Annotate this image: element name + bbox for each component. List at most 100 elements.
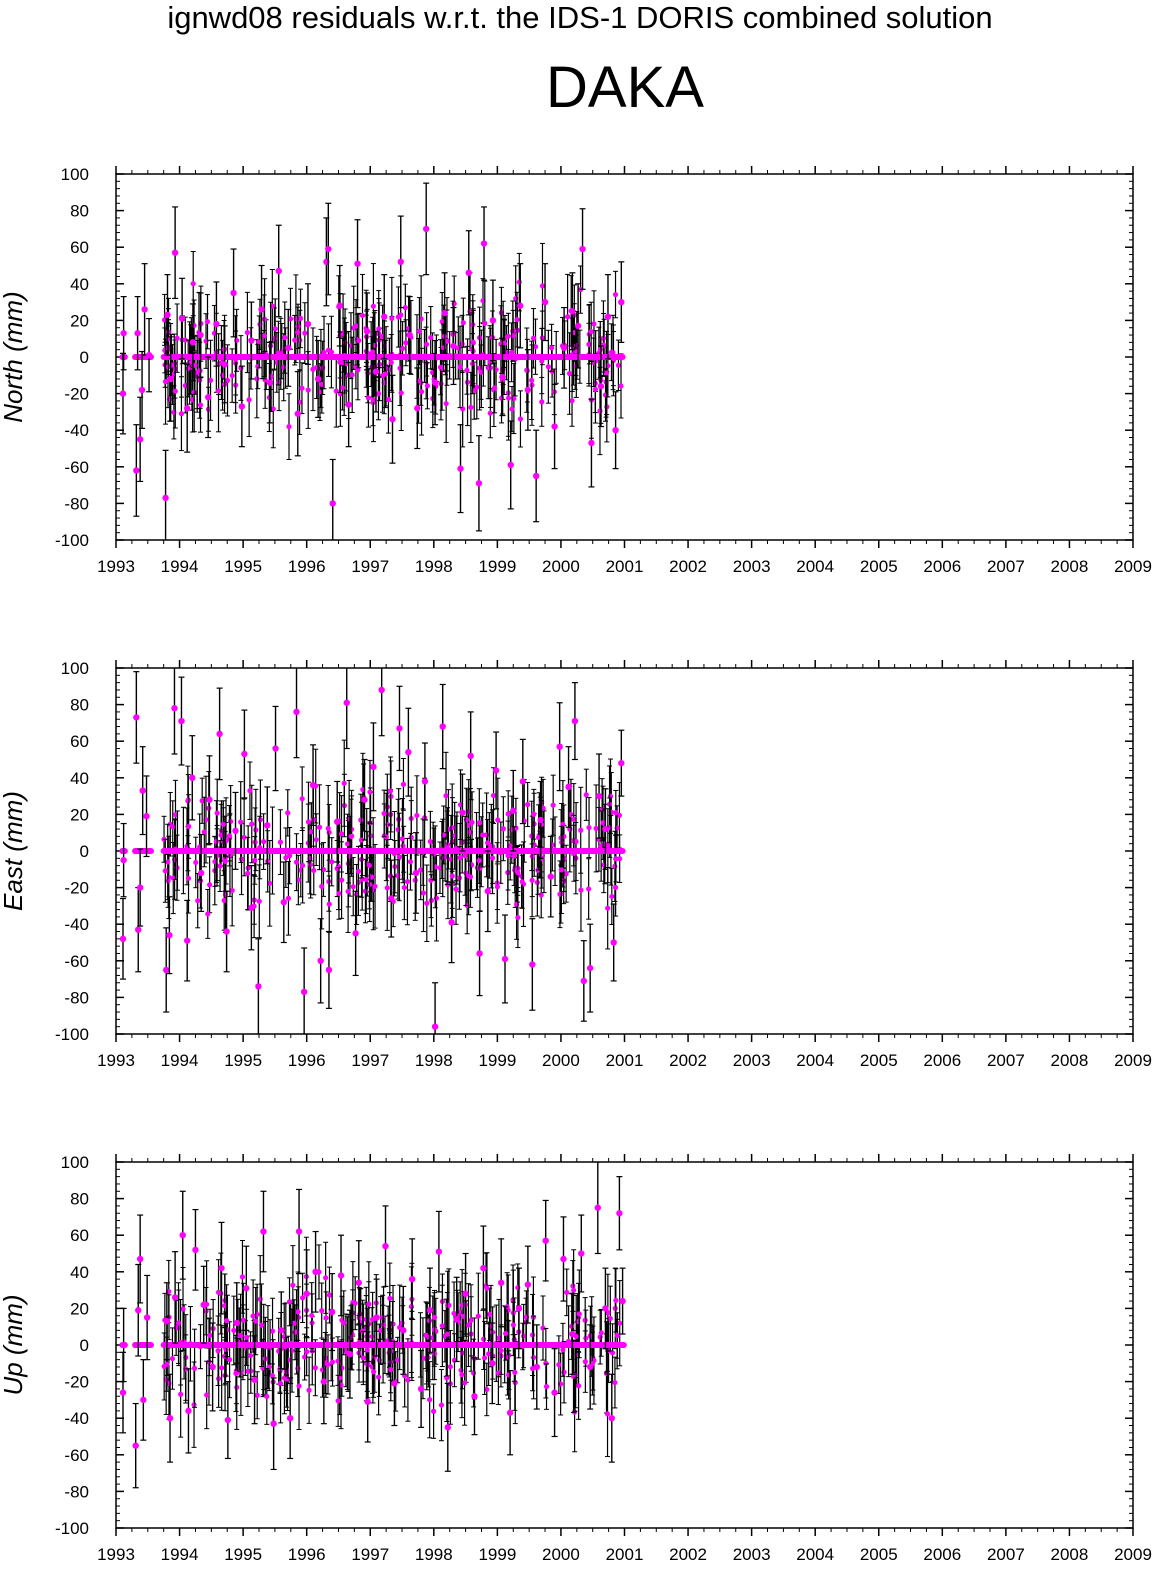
residual-point [538, 892, 544, 898]
x-tick-label: 2001 [606, 557, 644, 576]
residual-point [468, 861, 474, 868]
residual-point [306, 1387, 312, 1393]
residual-point [499, 373, 506, 381]
residual-point [563, 871, 569, 877]
residual-point [574, 322, 582, 330]
residual-point [375, 391, 382, 397]
residual-point [365, 395, 372, 401]
residual-point [302, 330, 308, 336]
residual-point [313, 837, 319, 843]
residual-point [254, 376, 260, 382]
residual-point [444, 1375, 450, 1381]
residual-point [238, 403, 246, 410]
residual-point [388, 359, 394, 366]
residual-point [443, 793, 449, 799]
residual-point [361, 796, 368, 803]
residual-point [461, 1380, 468, 1386]
residual-point [370, 349, 376, 355]
residual-point [204, 394, 212, 401]
residual-point [285, 895, 292, 901]
residual-point [444, 1331, 450, 1337]
residual-point [197, 878, 204, 884]
residual-point [169, 1355, 176, 1362]
residual-point [470, 1370, 477, 1376]
x-tick-label: 2009 [1114, 1051, 1152, 1070]
residual-point [505, 333, 511, 339]
residual-point [370, 763, 377, 771]
residual-point [204, 1392, 210, 1398]
residual-point [171, 705, 178, 712]
residual-point [543, 1360, 549, 1366]
residual-point [305, 819, 312, 825]
x-tick-label: 1996 [288, 557, 326, 576]
data-layer [119, 182, 626, 540]
residual-point [612, 863, 618, 869]
residual-point [507, 461, 514, 469]
residual-point [586, 341, 592, 347]
residual-point [427, 838, 433, 845]
residual-point [207, 377, 214, 383]
residual-point [287, 316, 294, 322]
x-tick-label: 1994 [161, 1545, 199, 1564]
residual-point [582, 1359, 588, 1365]
y-axis-label: Up (mm) [0, 1294, 28, 1395]
x-tick-label: 2000 [542, 1051, 580, 1070]
residual-point [228, 818, 234, 825]
x-tick-label: 2005 [860, 1051, 898, 1070]
residual-point [508, 349, 515, 355]
residual-point [178, 1391, 184, 1397]
residual-point [186, 823, 192, 830]
residual-point [293, 859, 300, 865]
residual-point [325, 1361, 331, 1368]
residual-point [218, 832, 224, 838]
residual-point [465, 269, 472, 277]
residual-point [561, 1369, 567, 1375]
residual-point [267, 880, 273, 886]
residual-point [238, 856, 245, 862]
residual-point [339, 385, 346, 391]
residual-point [174, 335, 180, 341]
y-tick-label: 60 [70, 238, 89, 257]
residual-point [550, 802, 556, 808]
chart-panel-north: 1993 1994 1995 1996 1997 1998 1999 2000 2001 2002… [0, 165, 1152, 576]
residual-point [272, 745, 279, 752]
residual-point [189, 339, 197, 346]
residual-point [221, 897, 227, 904]
residual-point [569, 308, 576, 315]
residual-point [252, 857, 258, 864]
residual-point [588, 439, 595, 447]
residual-point [317, 957, 324, 964]
residual-point [293, 708, 300, 716]
residual-point [548, 345, 555, 351]
residual-point [579, 245, 586, 253]
residual-point [578, 827, 584, 833]
residual-point [492, 767, 500, 774]
residual-point [136, 436, 144, 443]
residual-point [326, 901, 332, 907]
residual-point [532, 472, 540, 480]
x-tick-label: 1998 [415, 1051, 453, 1070]
data-layer [119, 668, 626, 1034]
residual-point [338, 877, 345, 883]
residual-point [475, 1313, 481, 1319]
residual-point [469, 819, 475, 825]
y-tick-label: -60 [64, 458, 89, 477]
x-tick-label: 1998 [415, 1545, 453, 1564]
x-tick-label: 2004 [796, 557, 834, 576]
residual-point [246, 397, 252, 403]
residual-point [183, 405, 191, 412]
residual-point [292, 337, 298, 343]
x-tick-label: 2006 [923, 1051, 961, 1070]
residual-point [162, 868, 168, 874]
residual-point [232, 827, 239, 835]
residual-point [300, 862, 306, 869]
residual-point [172, 812, 179, 818]
residual-point [243, 1334, 250, 1340]
residual-point [345, 401, 352, 408]
residual-point [615, 362, 622, 368]
residual-point [216, 730, 223, 738]
residual-point [564, 314, 571, 320]
residual-point [467, 874, 474, 880]
residual-point [222, 858, 228, 864]
residual-point [474, 384, 480, 390]
